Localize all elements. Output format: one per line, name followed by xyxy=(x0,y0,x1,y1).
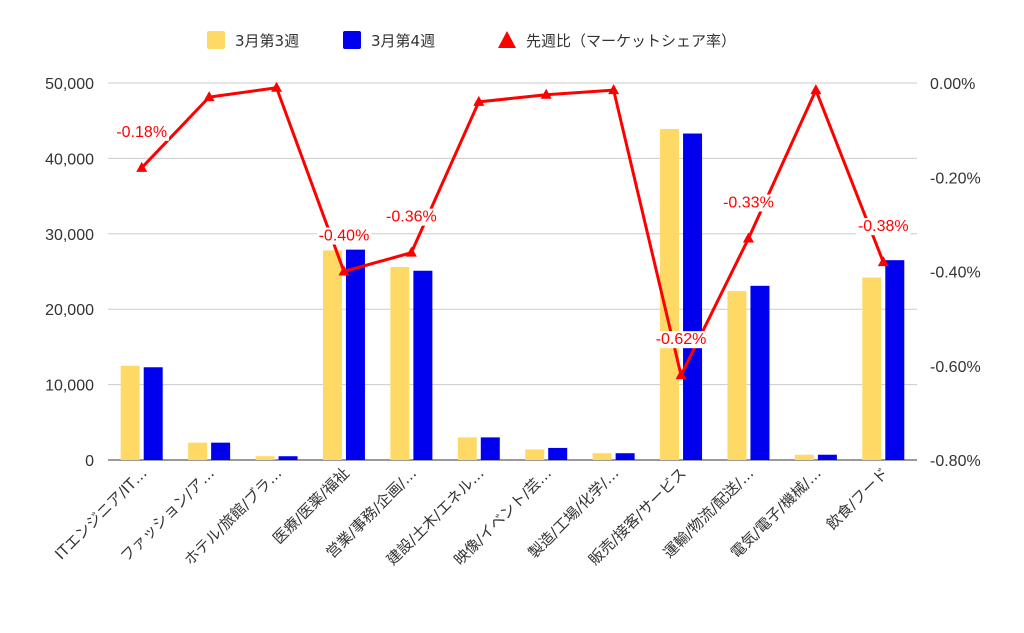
legend-item-week4[interactable]: 3月第4週 xyxy=(343,31,435,50)
line-marker xyxy=(473,95,485,106)
bar-week4 xyxy=(345,249,365,460)
bar-week4 xyxy=(278,456,298,460)
bar-week3 xyxy=(457,437,477,460)
line-marker xyxy=(405,246,417,257)
y-right-tick-label: 0.00% xyxy=(930,76,975,93)
y-left-tick-label: 0 xyxy=(85,453,94,470)
y-left-tick-label: 10,000 xyxy=(45,378,94,395)
bar-week4 xyxy=(143,367,163,460)
line-marker xyxy=(675,369,687,380)
line-marker xyxy=(136,161,148,172)
bar-week3 xyxy=(255,456,275,460)
bar-week4 xyxy=(211,442,231,460)
y-right-tick-label: -0.40% xyxy=(930,265,981,282)
legend: 3月第3週 3月第4週 先週比（マーケットシェア率） xyxy=(207,31,736,50)
data-label-background xyxy=(316,227,372,245)
line-series: -0.18% -0.40% -0.36% -0.62% -0.33% -0.38% xyxy=(114,81,911,380)
bar-week3 xyxy=(727,291,747,460)
bar-week3 xyxy=(862,277,882,460)
data-label-background xyxy=(114,123,170,141)
line-marker xyxy=(540,88,552,99)
legend-label: 3月第3週 xyxy=(235,32,299,50)
grid-lines xyxy=(108,82,917,461)
bar-week4 xyxy=(548,447,568,460)
line-marker xyxy=(742,232,754,243)
bar-week3 xyxy=(390,266,410,460)
data-label: -0.36% xyxy=(386,209,437,226)
y-left-tick-label: 40,000 xyxy=(45,151,94,168)
line-marker xyxy=(608,84,620,95)
bar-week4 xyxy=(480,437,500,460)
bar-week3 xyxy=(188,442,208,460)
data-label-background xyxy=(721,194,776,212)
bar-week4 xyxy=(750,285,770,460)
line-marker xyxy=(338,265,350,276)
data-label: -0.18% xyxy=(116,124,167,141)
bar-week4 xyxy=(413,270,433,460)
legend-label: 先週比（マーケットシェア率） xyxy=(526,32,736,50)
y-left-tick-label: 30,000 xyxy=(45,227,94,244)
data-label-background xyxy=(855,218,911,236)
data-label-background xyxy=(653,331,709,349)
bar-week4 xyxy=(885,260,905,460)
legend-swatch xyxy=(207,31,225,49)
bar-week3 xyxy=(120,365,140,460)
bar-week4 xyxy=(817,454,837,460)
y-left-tick-label: 20,000 xyxy=(45,302,94,319)
line-marker xyxy=(810,84,822,95)
y-left-tick-label: 50,000 xyxy=(45,76,94,93)
bar-week3 xyxy=(794,454,814,460)
share-change-line xyxy=(140,86,885,377)
data-label: -0.40% xyxy=(319,228,370,245)
bar-week4 xyxy=(683,133,703,460)
legend-item-share[interactable]: 先週比（マーケットシェア率） xyxy=(498,31,736,50)
data-label: -0.62% xyxy=(656,331,707,348)
legend-label: 3月第4週 xyxy=(371,32,435,50)
y-right-tick-label: -0.80% xyxy=(930,453,981,470)
legend-swatch xyxy=(343,31,361,49)
data-label-background xyxy=(384,208,439,226)
line-marker xyxy=(271,81,283,92)
x-category-label: 飲食/フード xyxy=(823,464,892,533)
bar-week3 xyxy=(525,449,545,460)
data-label: -0.33% xyxy=(723,195,774,212)
line-marker xyxy=(203,91,215,102)
legend-item-week3[interactable]: 3月第3週 xyxy=(207,31,299,50)
line-marker xyxy=(877,256,889,267)
bar-week3 xyxy=(592,453,612,460)
bar-week3 xyxy=(660,128,680,460)
bar-week3 xyxy=(322,250,342,460)
bar-series xyxy=(120,128,905,460)
data-label: -0.38% xyxy=(858,218,909,235)
y-right-tick-label: -0.60% xyxy=(930,359,981,376)
y-right-tick-label: -0.20% xyxy=(930,170,981,187)
bar-week4 xyxy=(615,453,635,460)
legend-swatch-triangle xyxy=(498,31,516,48)
